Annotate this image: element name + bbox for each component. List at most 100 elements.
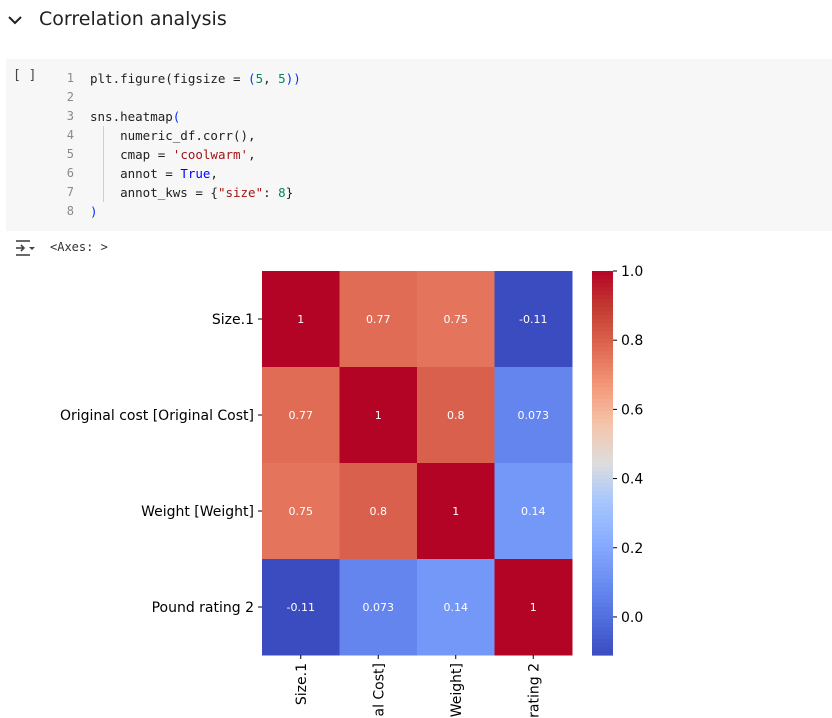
colorbar-tick-label: 0.8 — [621, 333, 643, 349]
code-token: True — [180, 166, 211, 181]
heatmap-cell — [494, 271, 573, 368]
colorbar-band — [592, 387, 613, 392]
colorbar-band — [592, 579, 613, 584]
code-token: , — [263, 71, 279, 86]
cell-annotation: 1 — [452, 505, 459, 518]
code-token: } — [285, 185, 294, 200]
code-text: sns.heatmap( — [90, 107, 180, 126]
heatmap-cell — [339, 463, 418, 560]
code-text: annot_kws = {"size": 8} — [90, 183, 293, 202]
colorbar-band — [592, 539, 613, 544]
colorbar-band — [592, 623, 613, 628]
heatmap-cell — [494, 367, 573, 464]
colorbar-band — [592, 651, 613, 656]
cell-annotation: 0.75 — [289, 505, 314, 518]
colorbar-band — [592, 435, 613, 440]
code-text: cmap = 'coolwarm', — [90, 145, 256, 164]
colorbar-band — [592, 491, 613, 496]
code-token: 5 — [255, 71, 264, 86]
output-toggle-icon[interactable] — [14, 238, 36, 258]
colorbar-band — [592, 359, 613, 364]
colorbar-band — [592, 399, 613, 404]
colorbar-band — [592, 403, 613, 408]
code-text: numeric_df.corr(), — [90, 126, 255, 145]
line-number: 4 — [66, 128, 74, 142]
colorbar-band — [592, 611, 613, 616]
colorbar-band — [592, 619, 613, 624]
heatmap-cell — [417, 463, 495, 560]
line-number: 5 — [66, 147, 74, 161]
colorbar-band — [592, 487, 613, 492]
cell-annotation: 1 — [297, 313, 304, 326]
colorbar-band — [592, 451, 613, 456]
colorbar — [592, 271, 613, 656]
colorbar-band — [592, 303, 613, 308]
colorbar-band — [592, 271, 613, 276]
colorbar-band — [592, 355, 613, 360]
colorbar-tick-label: 0.2 — [621, 541, 643, 557]
colorbar-band — [592, 551, 613, 556]
x-tick-label: al Cost] — [371, 663, 387, 717]
colorbar-band — [592, 503, 613, 508]
colorbar-band — [592, 379, 613, 384]
heatmap-cell — [417, 559, 495, 656]
colorbar-band — [592, 383, 613, 388]
code-token: ( — [248, 71, 256, 86]
colorbar-band — [592, 543, 613, 548]
colorbar-band — [592, 519, 613, 524]
run-cell-button[interactable]: [ ] — [13, 68, 37, 83]
code-token: , — [210, 166, 218, 181]
colorbar-band — [592, 591, 613, 596]
colorbar-band — [592, 639, 613, 644]
chevron-down-icon[interactable] — [6, 11, 24, 29]
colorbar-band — [592, 363, 613, 368]
colorbar-band — [592, 627, 613, 632]
colorbar-tick-label: 0.6 — [621, 402, 643, 418]
colorbar-band — [592, 315, 613, 320]
heatmap-cell — [262, 559, 340, 656]
colorbar-band — [592, 563, 613, 568]
cell-annotation: 0.14 — [521, 505, 546, 518]
colorbar-band — [592, 419, 613, 424]
cell-annotation: 0.77 — [289, 409, 314, 422]
colorbar-band — [592, 527, 613, 532]
colorbar-band — [592, 283, 613, 288]
colorbar-band — [592, 287, 613, 292]
colorbar-band — [592, 483, 613, 488]
colorbar-band — [592, 335, 613, 340]
colorbar-band — [592, 415, 613, 420]
section-header[interactable]: Correlation analysis — [0, 0, 832, 44]
heatmap-cell — [494, 463, 573, 560]
colorbar-band — [592, 407, 613, 412]
cell-annotation: 1 — [530, 601, 537, 614]
section-title: Correlation analysis — [39, 8, 227, 30]
colorbar-band — [592, 511, 613, 516]
colorbar-band — [592, 279, 613, 284]
colorbar-band — [592, 423, 613, 428]
colorbar-band — [592, 307, 613, 312]
colorbar-band — [592, 295, 613, 300]
cell-annotation: 0.77 — [366, 313, 391, 326]
colorbar-band — [592, 463, 613, 468]
y-tick-label: Size.1 — [212, 312, 254, 328]
cell-annotation: 0.14 — [444, 601, 469, 614]
code-token: : — [263, 185, 279, 200]
colorbar-band — [592, 427, 613, 432]
colorbar-band — [592, 535, 613, 540]
colorbar-band — [592, 439, 613, 444]
heatmap-cell — [262, 367, 340, 464]
colorbar-band — [592, 291, 613, 296]
cell-annotation: 0.75 — [444, 313, 469, 326]
code-cell[interactable]: [ ] 1 plt.figure(figsize = (5, 5)) 2 3 sns.h… — [6, 59, 832, 231]
colorbar-band — [592, 495, 613, 500]
code-token: "size" — [217, 185, 264, 200]
heatmap-cell — [417, 271, 495, 368]
colorbar-band — [592, 499, 613, 504]
code-token: ) — [90, 204, 98, 219]
colorbar-band — [592, 599, 613, 604]
x-tick-label: Size.1 — [294, 663, 310, 705]
colorbar-band — [592, 547, 613, 552]
colorbar-band — [592, 323, 613, 328]
colorbar-band — [592, 555, 613, 560]
colorbar-band — [592, 571, 613, 576]
